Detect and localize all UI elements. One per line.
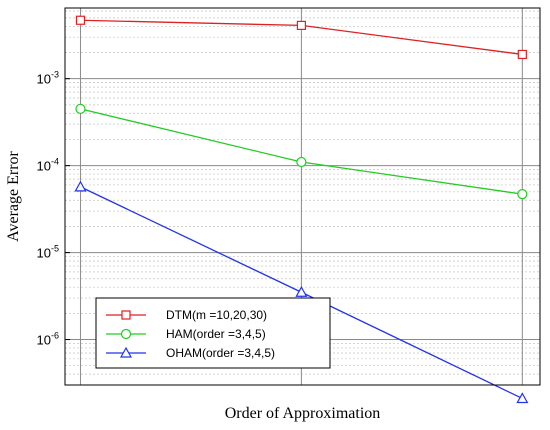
legend-label-1: DTM(m =10,20,30) — [166, 308, 267, 322]
series-3-point — [74, 180, 87, 192]
y-tick-label: 10-5 — [37, 244, 59, 261]
x-axis-label: Order of Approximation — [225, 405, 381, 422]
y-tick-label: 10-6 — [37, 331, 59, 348]
y-axis-label: Average Error — [5, 150, 22, 241]
series-lines — [74, 15, 529, 404]
y-tick-label: 10-3 — [37, 70, 59, 87]
legend-marker-1 — [121, 310, 131, 320]
series-3-point — [295, 285, 308, 297]
series-2-point — [517, 189, 528, 200]
series-1-point — [75, 15, 86, 25]
series-3-point — [516, 392, 529, 404]
legend-label-2: HAM(order =3,4,5) — [166, 327, 266, 341]
legend: DTM(m =10,20,30) HAM(order =3,4,5) OHAM(or… — [95, 297, 331, 369]
series-1-point — [517, 49, 527, 60]
legend-marker-3 — [119, 346, 133, 358]
plot-frame — [64, 7, 541, 386]
legend-marker-2 — [120, 328, 132, 340]
y-tick-labels: 10-3 10-4 10-5 10-6 — [37, 70, 70, 348]
series-1-point — [296, 20, 306, 31]
series-2-point — [75, 103, 86, 114]
y-tick-label: 10-4 — [37, 157, 59, 174]
legend-box — [95, 297, 331, 369]
legend-label-3: OHAM(order =3,4,5) — [166, 346, 275, 360]
series-2-point — [296, 156, 307, 168]
